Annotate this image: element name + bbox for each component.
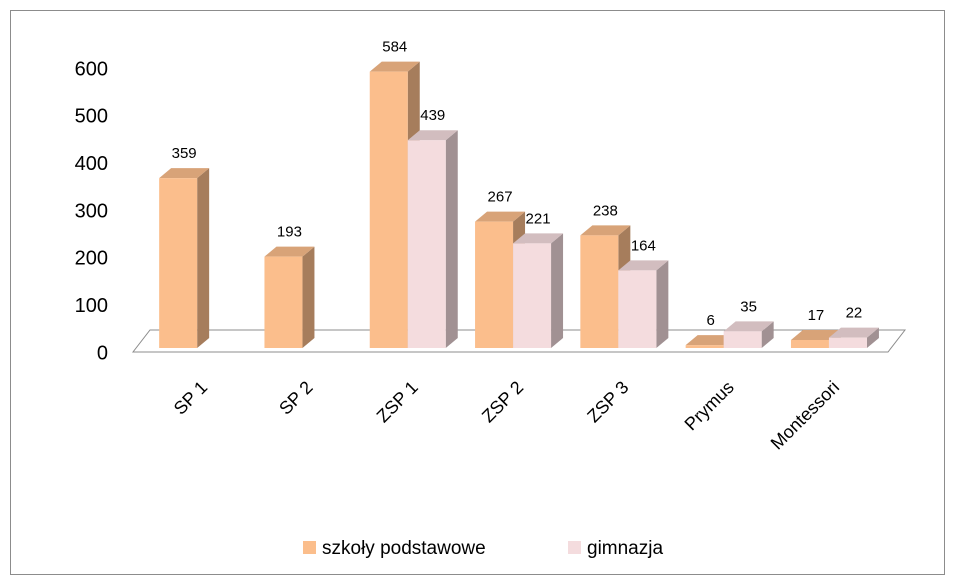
bar-front (580, 235, 619, 348)
bar-front (407, 140, 446, 348)
bar-front (618, 270, 657, 348)
bar-side (761, 321, 774, 348)
data-label: 6 (706, 312, 714, 329)
bar (264, 246, 315, 348)
bar-front (790, 339, 829, 348)
bar-side (197, 168, 210, 348)
bar-top (407, 130, 458, 141)
data-label: 359 (172, 145, 197, 162)
bar (513, 233, 564, 348)
bar-front (685, 345, 724, 348)
data-label: 439 (420, 107, 445, 124)
bar-top (513, 233, 564, 244)
bar (828, 327, 879, 348)
legend-swatch (568, 541, 581, 554)
legend-label: gimnazja (587, 538, 663, 559)
data-label: 221 (526, 210, 551, 227)
bar (407, 130, 458, 348)
bar-top (723, 321, 774, 332)
y-tick-label: 100 (75, 295, 108, 317)
bar-top (685, 335, 736, 346)
y-tick-label: 500 (75, 106, 108, 128)
y-tick-label: 200 (75, 248, 108, 270)
bar (723, 321, 774, 348)
data-label: 164 (631, 237, 656, 254)
bar-front (159, 178, 198, 348)
legend-label: szkoły podstawowe (322, 538, 486, 559)
bar-front (828, 337, 867, 348)
bar-top (828, 327, 879, 338)
bar-top (369, 61, 420, 72)
y-tick-label: 0 (97, 342, 108, 364)
bar-side (551, 233, 564, 348)
bar-front (475, 221, 514, 348)
data-label: 17 (808, 307, 825, 324)
bar-top (264, 246, 315, 257)
bar-side (445, 130, 458, 348)
data-label: 22 (846, 305, 863, 322)
bar-front (513, 243, 552, 348)
bar-side (656, 260, 669, 348)
data-label: 193 (277, 224, 302, 241)
bar-front (723, 331, 762, 348)
bar-front (369, 71, 408, 348)
bar-side (866, 327, 879, 348)
y-tick-label: 400 (75, 153, 108, 175)
data-label: 267 (488, 189, 513, 206)
bar-top (580, 225, 631, 236)
data-label: 584 (382, 39, 407, 56)
y-tick-label: 600 (75, 58, 108, 80)
y-tick-label: 300 (75, 200, 108, 222)
bar (618, 260, 669, 348)
bar-top (159, 168, 210, 179)
bar-side (302, 246, 315, 348)
data-label: 238 (593, 202, 618, 219)
bar-top (618, 260, 669, 271)
bar-top (790, 329, 841, 340)
bar-top (475, 211, 526, 222)
bar-front (264, 256, 303, 348)
data-label: 35 (740, 298, 757, 315)
legend-swatch (303, 541, 316, 554)
bar (159, 168, 210, 348)
